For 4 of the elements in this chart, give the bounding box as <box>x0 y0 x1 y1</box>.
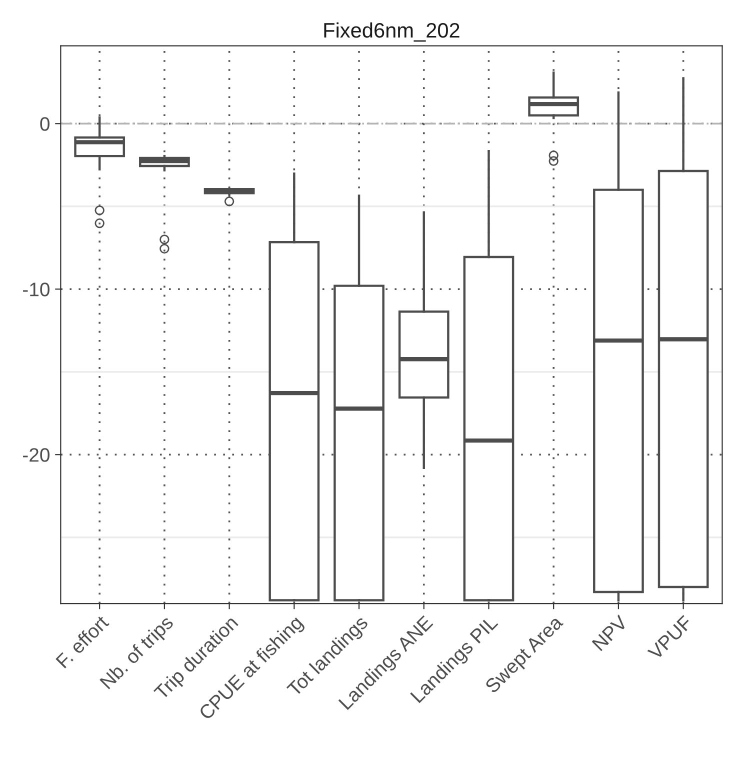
y-tick-label: -10 <box>23 282 50 296</box>
y-tick-label: 0 <box>40 117 50 131</box>
chart-title: Fixed6nm_202 <box>324 22 460 42</box>
y-tick-label: -20 <box>23 448 50 462</box>
